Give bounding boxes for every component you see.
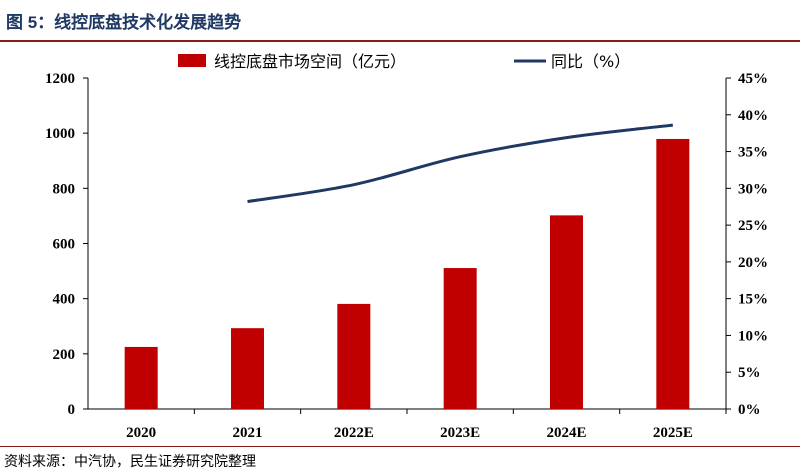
y-left-tick-label: 600 xyxy=(53,237,76,253)
y-right-tick-label: 15% xyxy=(738,292,768,308)
legend-bar-swatch xyxy=(178,54,206,67)
x-tick-label: 2022E xyxy=(334,425,374,441)
y-right-tick-label: 25% xyxy=(738,218,768,234)
y-right-tick-label: 20% xyxy=(738,255,768,271)
y-left-tick-label: 800 xyxy=(53,181,76,197)
bar xyxy=(656,138,690,409)
legend-line-label: 同比（%） xyxy=(551,52,630,71)
plot-area: 0 200 400 600 800 1000 1200 0% 5% 10% 15% 20% 25% 30%… xyxy=(45,71,768,441)
legend: 线控底盘市场空间（亿元） 同比（%） xyxy=(178,52,630,71)
y-left-tick-label: 0 xyxy=(68,402,76,418)
y-right-tick-label: 0% xyxy=(738,402,761,418)
figure-title: 图 5：线控底盘技术化发展趋势 xyxy=(6,13,242,32)
x-tick-label: 2025E xyxy=(653,425,693,441)
bar xyxy=(231,328,264,409)
bar xyxy=(124,346,158,409)
y-right-tick-label: 5% xyxy=(738,365,761,381)
y-left-tick-label: 1200 xyxy=(45,71,75,87)
title-rule xyxy=(0,40,800,42)
x-tick-label: 2020 xyxy=(126,425,156,441)
x-tick-label: 2021 xyxy=(233,425,263,441)
y-left-tick-label: 200 xyxy=(53,347,76,363)
y-right-tick-label: 10% xyxy=(738,328,768,344)
source-note: 资料来源：中汽协，民生证券研究院整理 xyxy=(4,453,256,469)
bar xyxy=(550,215,583,409)
yoy-growth-line xyxy=(247,123,674,204)
legend-bar-label: 线控底盘市场空间（亿元） xyxy=(214,52,406,71)
y-right-tick-label: 45% xyxy=(738,71,768,87)
bar xyxy=(443,268,477,409)
y-right-tick-label: 30% xyxy=(738,181,768,197)
y-left-tick-label: 400 xyxy=(53,292,76,308)
x-tick-label: 2024E xyxy=(546,425,586,441)
y-right-tick-label: 40% xyxy=(738,108,768,124)
y-left-tick-label: 1000 xyxy=(45,126,75,142)
x-tick-label: 2023E xyxy=(440,425,480,441)
y-right-tick-label: 35% xyxy=(738,145,768,161)
source-rule xyxy=(0,446,800,447)
chart: 线控底盘市场空间（亿元） 同比（%） 0 200 400 600 800 1000 1200… xyxy=(45,52,768,441)
bar xyxy=(337,303,371,409)
